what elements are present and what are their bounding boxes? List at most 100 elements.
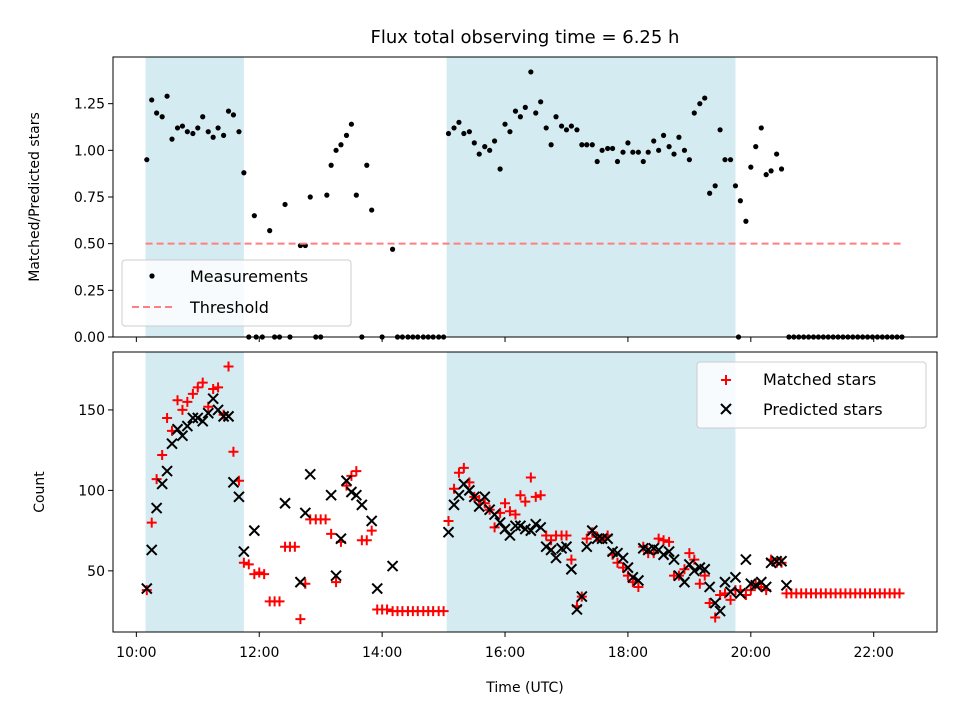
measurement-point (568, 123, 574, 129)
matched-star-point (633, 581, 644, 592)
predicted-star-point (740, 553, 752, 566)
predicted-star-point (325, 489, 337, 501)
predicted-star-point (161, 465, 173, 477)
predicted-star-point (340, 475, 353, 487)
predicted-star-point (171, 423, 184, 435)
measurement-point (144, 157, 150, 163)
measurement-point (451, 125, 457, 131)
predicted-star-point (473, 500, 485, 513)
measurement-point (184, 129, 190, 135)
matched-star-point (295, 614, 306, 625)
matched-star-point (894, 588, 905, 599)
predicted-star-point (775, 555, 788, 567)
predicted-star-point (299, 507, 312, 519)
matched-star-point (366, 525, 377, 536)
y-tick-label: 0.25 (74, 283, 105, 299)
matched-star-point (361, 535, 372, 546)
measurement-point (251, 213, 257, 219)
y-tick-label: 50 (87, 564, 105, 580)
predicted-star-point (699, 563, 711, 575)
matched-star-point (443, 515, 454, 526)
predicted-star-point (494, 516, 506, 529)
measurement-point (605, 145, 611, 152)
matched-star-point (157, 449, 168, 460)
predicted-star-point (146, 544, 158, 556)
predicted-star-point (545, 544, 557, 556)
measurement-point (732, 183, 739, 189)
measurement-point (154, 110, 160, 116)
measurement-point (456, 119, 462, 125)
predicted-star-point (586, 524, 598, 537)
measurement-point (324, 192, 330, 198)
legend-top: Measurements Threshold (121, 259, 352, 327)
matched-star-point (510, 509, 521, 520)
predicted-star-point (217, 410, 230, 423)
predicted-star-point (657, 549, 670, 561)
matched-star-point (238, 557, 249, 568)
predicted-star-point (540, 541, 552, 553)
predicted-star-point (207, 392, 219, 405)
matched-star-point (438, 606, 449, 617)
matched-star-point (382, 604, 393, 615)
legend-matched-label: Matched stars (763, 370, 876, 389)
predicted-star-point (386, 560, 399, 572)
predicted-star-point (668, 553, 680, 566)
x-tick-label: 18:00 (608, 645, 648, 661)
measurement-point (614, 158, 621, 165)
legend-threshold-label: Threshold (189, 298, 269, 317)
measurement-point (343, 132, 350, 138)
measurement-point (364, 162, 370, 168)
axes: 0.00 0.25 0.50 0.75 1.00 1.25 50 100 150 10:00 12:… (74, 56, 938, 661)
predicted-star-point (525, 524, 537, 537)
matched-star-point (504, 506, 515, 517)
predicted-star-point (688, 565, 700, 577)
predicted-star-point (238, 545, 250, 558)
measurement-point (645, 149, 651, 155)
y-tick-label: 0.75 (74, 190, 105, 206)
y-tick-label: 0.00 (74, 330, 105, 346)
matched-star-point (289, 541, 300, 552)
matched-star-point (449, 483, 460, 494)
predicted-star-point (448, 499, 460, 511)
matched-star-point (684, 548, 695, 559)
y-tick-label: 1.25 (74, 97, 105, 113)
matched-star-point (500, 498, 511, 509)
matched-star-point (326, 528, 337, 539)
x-tick-label: 14:00 (362, 645, 402, 661)
x-tick-label: 22:00 (854, 645, 894, 661)
y-axis-label-top: Matched/Predicted stars (27, 112, 43, 282)
measurement-point (676, 134, 682, 140)
predicted-star-point (571, 603, 583, 616)
measurement-point (205, 129, 211, 135)
measurement-point (445, 130, 452, 137)
predicted-star-point (248, 524, 261, 537)
predicted-star-point (750, 579, 762, 592)
measurement-point (635, 149, 641, 155)
predicted-star-point (227, 476, 240, 489)
measurement-point (461, 130, 467, 137)
measurement-point (594, 158, 600, 165)
predicted-star-point (719, 576, 731, 588)
measurement-point (748, 164, 754, 170)
predicted-star-point (156, 478, 168, 490)
observing-window-top-2 (446, 57, 736, 337)
measurement-point (656, 147, 662, 153)
matched-star-point (612, 557, 623, 568)
predicted-star-point (709, 597, 721, 609)
predicted-star-point (192, 412, 204, 424)
matched-star-point (146, 517, 157, 528)
x-tick-label: 10:00 (116, 645, 156, 661)
predicted-star-point (617, 552, 629, 564)
matched-star-point (197, 377, 208, 388)
matched-star-point (243, 559, 254, 570)
measurement-point (778, 166, 785, 172)
measurement-point (267, 228, 273, 234)
matched-star-point (249, 569, 260, 580)
predicted-star-point (181, 420, 194, 432)
y-axis-label-bottom: Count (32, 471, 48, 513)
matched-star-point (254, 567, 265, 578)
matched-star-point (187, 388, 198, 399)
measurement-point (502, 121, 508, 127)
predicted-star-point (330, 569, 342, 582)
